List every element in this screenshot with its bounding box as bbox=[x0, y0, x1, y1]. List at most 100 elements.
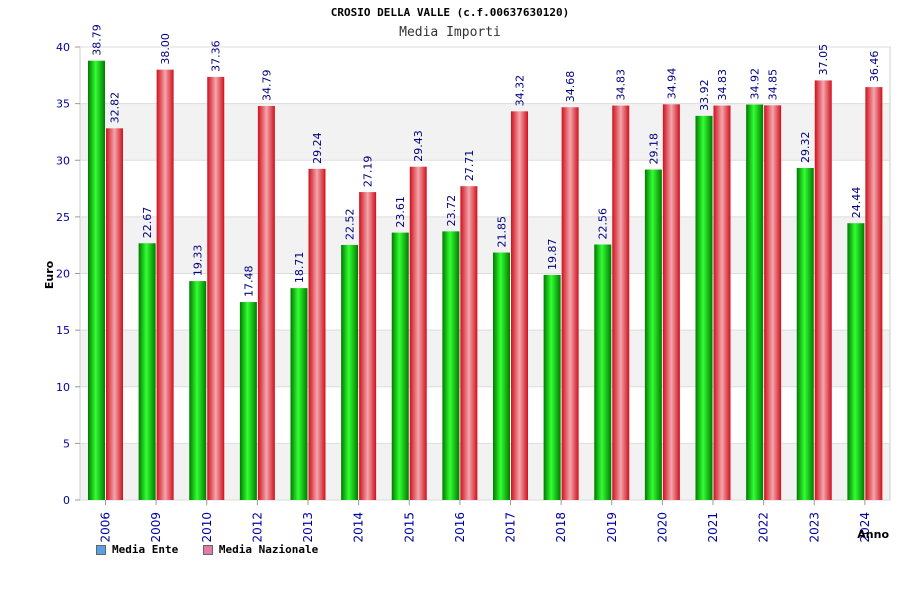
chart-subtitle: Media Importi bbox=[399, 25, 501, 40]
bar-media-nazionale bbox=[207, 76, 225, 500]
y-tick-label: 15 bbox=[56, 324, 70, 337]
x-tick-label: 2022 bbox=[757, 512, 771, 543]
data-labels: 38.79 32.82 22.67 38.00 19.33 37.36 17.48 34.79… bbox=[91, 24, 881, 297]
x-tick-label: 2013 bbox=[301, 512, 315, 543]
bar-media-ente bbox=[290, 288, 308, 500]
data-label: 34.79 bbox=[260, 70, 273, 102]
bar-media-ente bbox=[594, 244, 612, 500]
bar-media-nazionale bbox=[764, 105, 782, 500]
x-tick-label: 2023 bbox=[807, 512, 821, 543]
data-label: 29.43 bbox=[412, 130, 425, 162]
x-tick-label: 2012 bbox=[250, 512, 264, 543]
data-label: 34.94 bbox=[665, 68, 678, 100]
y-tick-label: 25 bbox=[56, 211, 70, 224]
bar-media-nazionale bbox=[814, 80, 832, 500]
bar-media-nazionale bbox=[713, 105, 731, 501]
y-axis-label: Euro bbox=[43, 260, 56, 289]
bar-media-nazionale bbox=[359, 192, 377, 501]
y-tick-label: 10 bbox=[56, 381, 70, 394]
data-label: 22.52 bbox=[344, 208, 357, 240]
data-label: 34.85 bbox=[767, 69, 780, 101]
x-tick-label: 2010 bbox=[200, 512, 214, 543]
data-label: 22.67 bbox=[141, 207, 154, 239]
data-label: 37.05 bbox=[817, 44, 830, 76]
data-label: 29.18 bbox=[647, 133, 660, 165]
legend-item-nazionale: Media Nazionale bbox=[202, 543, 319, 556]
data-label: 21.85 bbox=[496, 216, 509, 248]
bar-media-nazionale bbox=[561, 107, 579, 501]
y-tick-label: 20 bbox=[56, 268, 70, 281]
x-tick-label: 2009 bbox=[149, 512, 163, 543]
data-label: 24.44 bbox=[850, 187, 863, 219]
data-label: 27.71 bbox=[463, 150, 476, 182]
chart-title: CROSIO DELLA VALLE (c.f.00637630120) bbox=[330, 6, 570, 19]
x-tick-label: 2021 bbox=[706, 512, 720, 543]
bar-media-nazionale bbox=[662, 104, 680, 500]
bar-media-ente bbox=[493, 252, 510, 500]
legend: Media Ente Media Nazionale bbox=[96, 543, 336, 557]
bar-media-ente bbox=[442, 231, 460, 500]
y-tick-label: 35 bbox=[56, 98, 70, 111]
x-tick-label: 2018 bbox=[554, 512, 568, 543]
x-tick-label: 2014 bbox=[352, 512, 366, 543]
data-label: 32.82 bbox=[109, 92, 122, 124]
bar-media-nazionale bbox=[257, 106, 275, 501]
bar-media-ente bbox=[543, 274, 561, 500]
data-label: 38.79 bbox=[91, 24, 104, 56]
bar-media-nazionale bbox=[156, 69, 174, 501]
data-label: 34.32 bbox=[514, 75, 527, 107]
legend-label-nazionale: Media Nazionale bbox=[218, 543, 319, 556]
y-tick-label: 30 bbox=[56, 154, 70, 167]
data-label: 18.71 bbox=[293, 252, 306, 284]
bar-media-nazionale bbox=[106, 128, 123, 500]
data-label: 22.56 bbox=[597, 208, 610, 240]
data-label: 33.92 bbox=[698, 79, 711, 111]
x-tick-label: 2024 bbox=[858, 512, 872, 543]
data-label: 23.61 bbox=[394, 196, 407, 228]
data-label: 34.92 bbox=[749, 68, 762, 100]
bar-media-nazionale bbox=[511, 111, 528, 501]
legend-label-ente: Media Ente bbox=[112, 543, 179, 556]
x-tick-label: 2017 bbox=[504, 512, 518, 543]
y-tick-label: 40 bbox=[56, 41, 70, 54]
data-label: 37.36 bbox=[210, 40, 223, 72]
bar-media-nazionale bbox=[612, 105, 630, 501]
data-label: 17.48 bbox=[242, 266, 255, 298]
data-label: 34.68 bbox=[564, 71, 577, 103]
bar-media-ente bbox=[189, 281, 207, 500]
bar-media-ente bbox=[391, 232, 409, 500]
data-label: 36.46 bbox=[868, 51, 881, 83]
data-label: 29.32 bbox=[799, 131, 812, 163]
bar-media-ente bbox=[138, 243, 156, 500]
bar-media-ente bbox=[88, 60, 105, 501]
x-tick-label: 2006 bbox=[99, 512, 113, 543]
legend-item-ente: Media Ente bbox=[96, 543, 178, 556]
data-label: 29.24 bbox=[311, 132, 324, 164]
bar-media-ente bbox=[746, 104, 764, 500]
legend-swatch-nazionale bbox=[202, 544, 213, 555]
y-tick-label: 0 bbox=[63, 494, 70, 507]
bar-media-ente bbox=[796, 167, 814, 501]
bar-media-ente bbox=[341, 244, 359, 500]
data-label: 19.87 bbox=[546, 238, 559, 270]
bars bbox=[88, 60, 883, 501]
axes: 0 5 10 15 20 25 30 35 40 2006 2009 2010 2012 2013 2014… bbox=[56, 41, 872, 543]
bar-media-ente bbox=[695, 115, 713, 500]
x-axis-label: Anno bbox=[857, 528, 889, 541]
data-label: 19.33 bbox=[192, 245, 205, 277]
data-label: 34.83 bbox=[716, 69, 729, 101]
x-tick-label: 2019 bbox=[605, 512, 619, 543]
data-label: 27.19 bbox=[362, 156, 375, 188]
bar-media-nazionale bbox=[409, 166, 427, 500]
bar-media-nazionale bbox=[308, 168, 326, 500]
bar-media-nazionale bbox=[460, 186, 478, 500]
bar-media-ente bbox=[239, 302, 257, 500]
x-tick-label: 2020 bbox=[655, 512, 669, 543]
data-label: 23.72 bbox=[445, 195, 458, 227]
legend-swatch-ente bbox=[96, 544, 106, 555]
x-tick-label: 2015 bbox=[402, 512, 416, 543]
y-tick-label: 5 bbox=[63, 437, 70, 450]
bar-media-ente bbox=[644, 169, 662, 500]
